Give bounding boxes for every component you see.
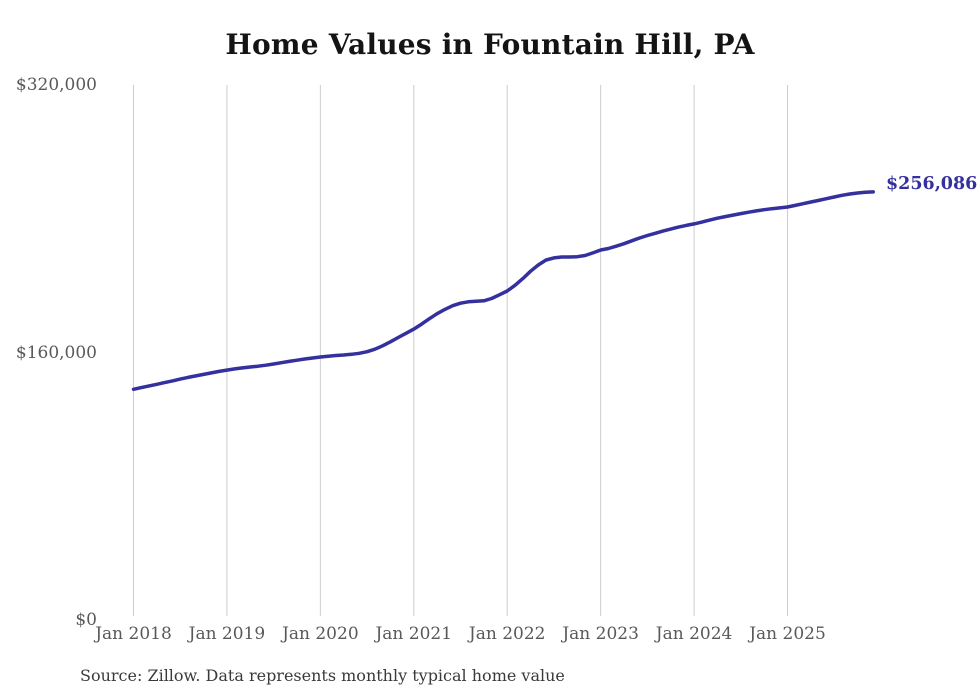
x-axis-tick-label: Jan 2025 bbox=[749, 624, 826, 644]
x-axis-tick-label: Jan 2024 bbox=[655, 624, 733, 644]
x-axis-tick-label: Jan 2020 bbox=[282, 624, 359, 644]
end-value-label: $256,086 bbox=[886, 174, 978, 194]
gridlines-group bbox=[133, 85, 789, 616]
x-axis-tick-label: Jan 2021 bbox=[375, 624, 453, 644]
x-axis-tick-label: Jan 2022 bbox=[468, 624, 546, 644]
y-axis-tick-label: $160,000 bbox=[15, 342, 97, 363]
source-note: Source: Zillow. Data represents monthly … bbox=[80, 666, 565, 685]
home-value-line bbox=[131, 190, 875, 392]
y-axis-tick-label: $320,000 bbox=[15, 75, 97, 95]
x-axis-tick-label: Jan 2023 bbox=[562, 624, 639, 644]
x-axis-tick-label: Jan 2018 bbox=[95, 624, 172, 644]
y-axis-tick-label: $0 bbox=[75, 610, 97, 630]
x-axis-tick-label: Jan 2019 bbox=[188, 624, 266, 644]
chart-title: Home Values in Fountain Hill, PA bbox=[225, 28, 755, 61]
